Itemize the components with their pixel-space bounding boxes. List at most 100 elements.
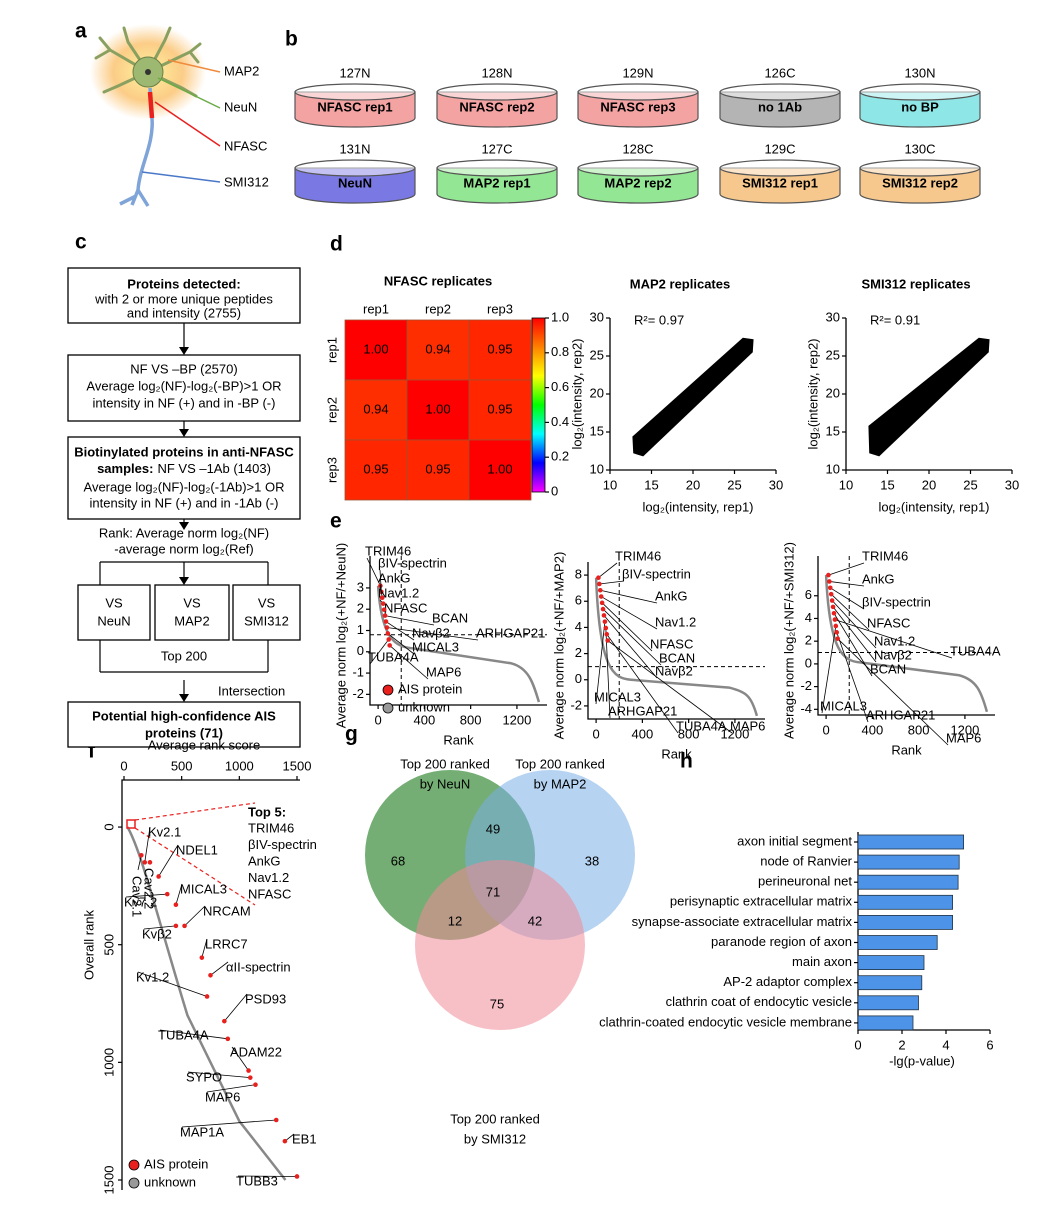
flow-text: Average log₂(NF)-log₂(-1Ab)>1 OR xyxy=(84,479,285,494)
ais-dot xyxy=(828,591,834,597)
colorbar-label: 0.4 xyxy=(551,414,569,429)
axis xyxy=(121,779,300,1190)
leader-line xyxy=(828,562,865,576)
x-tick-label: 400 xyxy=(862,722,884,737)
dish-label: NFASC rep3 xyxy=(600,99,675,114)
neuron-label: MAP2 xyxy=(224,63,259,78)
category-label: axon initial segment xyxy=(737,833,852,848)
flow-text: Top 200 xyxy=(161,648,207,663)
dish-channel: 127C xyxy=(481,141,512,156)
bar xyxy=(857,995,919,1011)
x-tick-label: 1500 xyxy=(283,758,312,773)
leader-line xyxy=(385,621,415,641)
chart-title: MAP2 replicates xyxy=(630,276,730,291)
gene-label: NFASC xyxy=(867,615,910,630)
gene-label: TUBA4A xyxy=(158,1027,209,1042)
x-category: rep3 xyxy=(487,301,513,316)
y-tick-label: 2 xyxy=(575,645,582,660)
flow-box xyxy=(232,584,301,641)
gene-label: αII-spectrin xyxy=(226,959,291,974)
ais-dot xyxy=(142,860,148,865)
flow-text-space: NF VS –1Ab (1403) xyxy=(157,461,270,476)
y-tick-label: 20 xyxy=(590,385,604,400)
leader-line xyxy=(830,587,865,610)
bar xyxy=(857,915,953,930)
leader-line xyxy=(595,621,606,705)
rank-curve xyxy=(376,585,541,703)
top5-item: AnkG xyxy=(248,853,281,868)
x-tick-label: 500 xyxy=(171,758,193,773)
heatmap-cell xyxy=(344,319,408,381)
gene-label: ARHGAP21 xyxy=(476,625,545,640)
x-tick-label: 10 xyxy=(603,477,617,492)
legend-label: unknown xyxy=(144,1174,196,1189)
ais-dot xyxy=(282,1138,288,1144)
leader-line xyxy=(384,615,435,626)
region-count: 75 xyxy=(490,996,504,1011)
leader-line xyxy=(369,639,390,665)
ais-dot xyxy=(835,636,840,641)
dish-rim xyxy=(859,83,981,101)
ais-dot xyxy=(381,607,387,612)
y-tick-label: 20 xyxy=(826,385,840,400)
legend-label: AIS protein xyxy=(144,1156,208,1171)
x-tick-label: 800 xyxy=(908,722,930,737)
heatmap-cell xyxy=(468,319,532,381)
x-tick-label: 0 xyxy=(854,1037,861,1052)
dish xyxy=(719,167,841,204)
gene-label: MAP1A xyxy=(180,1124,224,1139)
dish-rim xyxy=(719,159,841,177)
panel-label: a xyxy=(75,20,87,43)
y-tick-label: 6 xyxy=(805,587,812,602)
dish xyxy=(577,91,699,128)
gene-label: Navβ2 xyxy=(412,625,450,640)
bar xyxy=(857,955,925,970)
dish-rim xyxy=(294,83,416,101)
x-tick-label: 15 xyxy=(880,477,894,492)
legend-dot xyxy=(128,1177,140,1189)
gene-label: Navβ2 xyxy=(874,647,912,662)
bar xyxy=(857,854,960,870)
panel-label: e xyxy=(330,510,342,533)
dish-rim xyxy=(436,159,558,177)
x-axis-label: -lg(p-value) xyxy=(889,1053,955,1068)
bar xyxy=(857,1015,914,1031)
dish-label: no 1Ab xyxy=(758,99,802,114)
top5-box xyxy=(126,819,136,829)
panel-label: d xyxy=(330,233,343,256)
y-tick-label: -4 xyxy=(800,701,812,716)
y-tick-label: 4 xyxy=(575,619,582,634)
ais-dot xyxy=(247,1075,253,1080)
x-tick-label: 25 xyxy=(963,477,977,492)
x-axis-label: Rank xyxy=(661,746,692,761)
ais-dot xyxy=(829,598,835,603)
legend-label: AIS protein xyxy=(398,681,462,696)
x-tick-label: 800 xyxy=(460,712,482,727)
leader-line xyxy=(201,938,208,958)
gene-label: TUBB3 xyxy=(236,1173,278,1188)
venn-set xyxy=(415,860,585,1030)
y-tick-label: 10 xyxy=(590,461,604,476)
x-tick-label: 1200 xyxy=(502,712,531,727)
flow-text: intensity in NF (+) and in -BP (-) xyxy=(93,395,276,410)
gene-label: βIV-spectrin xyxy=(378,555,447,570)
flow-box xyxy=(67,267,301,324)
bar xyxy=(857,894,953,910)
panel-label: c xyxy=(75,231,87,254)
leader-line xyxy=(125,893,168,898)
y-tick-label: 15 xyxy=(590,423,604,438)
legend-dot xyxy=(382,702,394,714)
colorbar-label: 0.6 xyxy=(551,379,569,394)
category-label: main axon xyxy=(792,954,852,969)
flow-box xyxy=(77,584,151,641)
set-name: Top 200 ranked xyxy=(450,1111,540,1126)
top5-title: Top 5: xyxy=(248,804,286,819)
y-tick-label: 8 xyxy=(575,567,582,582)
y-tick-label: 1 xyxy=(357,622,364,637)
x-tick-label: 30 xyxy=(1005,477,1019,492)
y-tick-label: 0 xyxy=(101,823,116,830)
flow-box xyxy=(67,701,301,748)
gene-label: Kvβ2 xyxy=(142,926,172,941)
ais-dot xyxy=(605,638,610,643)
